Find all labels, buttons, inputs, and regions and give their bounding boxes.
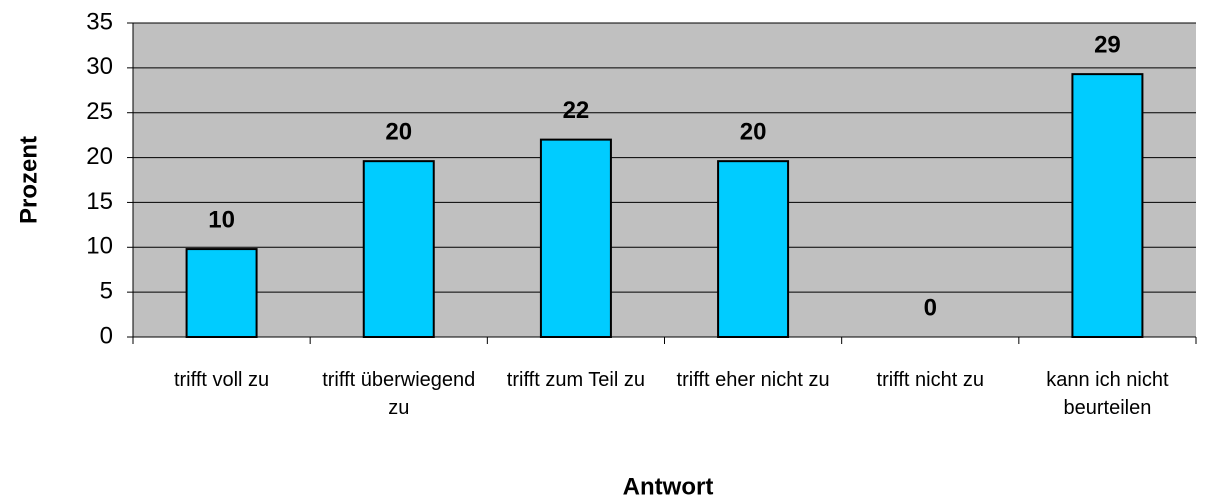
x-tick-label: trifft nicht zu — [876, 369, 984, 391]
y-tick-label: 5 — [100, 277, 113, 304]
y-tick-label: 0 — [100, 322, 113, 349]
x-tick-label: trifft zum Teil zu — [506, 369, 645, 391]
data-label: 20 — [740, 119, 767, 146]
y-tick-label: 35 — [86, 8, 113, 35]
bar — [1071, 73, 1144, 338]
bar — [717, 160, 790, 338]
bar — [185, 248, 258, 338]
data-label: 0 — [924, 294, 937, 321]
data-label: 10 — [208, 206, 235, 233]
plot-area — [133, 23, 1196, 337]
y-tick-label: 15 — [86, 188, 113, 215]
y-tick-label: 30 — [86, 53, 113, 80]
data-label: 29 — [1094, 31, 1121, 58]
x-tick-label: trifft überwiegend zu — [322, 369, 476, 419]
y-tick-label: 10 — [86, 233, 113, 260]
x-tick-label: trifft voll zu — [173, 369, 270, 391]
bar — [539, 138, 612, 338]
y-tick-label: 25 — [86, 98, 113, 125]
x-tick-label: kann ich nicht beurteilen — [1046, 369, 1169, 419]
x-tick-label: trifft eher nicht zu — [676, 369, 830, 391]
data-label: 22 — [563, 97, 590, 124]
x-axis-title: Antwort — [623, 473, 714, 500]
y-axis-title: Prozent — [15, 136, 42, 224]
y-tick-label: 20 — [86, 143, 113, 170]
data-label: 20 — [385, 119, 412, 146]
bar — [362, 160, 435, 338]
